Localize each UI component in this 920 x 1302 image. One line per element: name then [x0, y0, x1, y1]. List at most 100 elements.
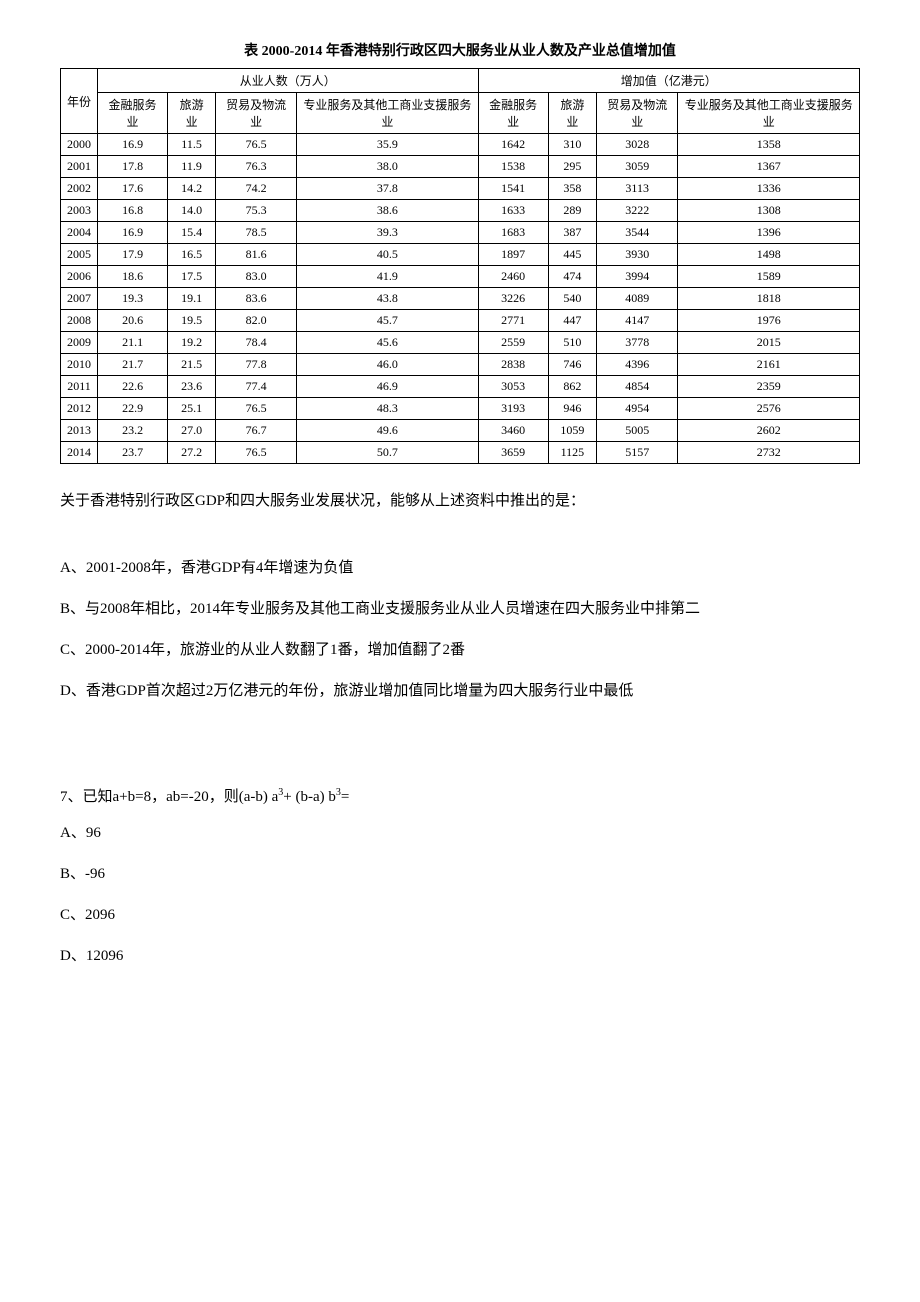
table-cell: 81.6 — [216, 244, 297, 266]
table-cell: 83.6 — [216, 288, 297, 310]
table-cell: 2015 — [678, 332, 860, 354]
table-cell: 23.6 — [168, 376, 216, 398]
table-cell: 2359 — [678, 376, 860, 398]
table-cell: 19.3 — [98, 288, 168, 310]
table-cell: 4089 — [596, 288, 677, 310]
table-cell: 746 — [548, 354, 596, 376]
subcol-0: 金融服务业 — [98, 93, 168, 134]
table-cell: 38.0 — [297, 156, 478, 178]
table-cell: 310 — [548, 134, 596, 156]
table-cell: 23.7 — [98, 442, 168, 464]
q7-plus: + — [283, 789, 291, 805]
table-cell: 38.6 — [297, 200, 478, 222]
table-cell: 3222 — [596, 200, 677, 222]
table-cell: 41.9 — [297, 266, 478, 288]
table-cell: 289 — [548, 200, 596, 222]
q7-eq: = — [341, 789, 349, 805]
table-cell: 3544 — [596, 222, 677, 244]
table-cell: 78.4 — [216, 332, 297, 354]
table-cell: 1336 — [678, 178, 860, 200]
table-cell: 43.8 — [297, 288, 478, 310]
table-cell: 19.1 — [168, 288, 216, 310]
group2-header: 增加值（亿港元） — [478, 69, 860, 93]
subcol-4: 金融服务业 — [478, 93, 548, 134]
subcol-5: 旅游业 — [548, 93, 596, 134]
table-cell: 17.8 — [98, 156, 168, 178]
q7-optA: A、96 — [60, 820, 860, 847]
table-cell: 45.7 — [297, 310, 478, 332]
q7-expr-c: (b-a) — [296, 789, 325, 805]
table-cell: 1818 — [678, 288, 860, 310]
table-cell: 1541 — [478, 178, 548, 200]
table-cell: 74.2 — [216, 178, 297, 200]
table-row: 200618.617.583.041.9246047439941589 — [61, 266, 860, 288]
table-cell: 3028 — [596, 134, 677, 156]
q7-optC: C、2096 — [60, 902, 860, 929]
table-cell: 5005 — [596, 420, 677, 442]
table-cell: 82.0 — [216, 310, 297, 332]
table-cell: 21.1 — [98, 332, 168, 354]
q6-optB: B、与2008年相比，2014年专业服务及其他工商业支援服务业从业人员增速在四大… — [60, 596, 860, 623]
table-cell: 76.5 — [216, 134, 297, 156]
table-row: 201021.721.577.846.0283874643962161 — [61, 354, 860, 376]
table-cell: 76.3 — [216, 156, 297, 178]
table-row: 201423.727.276.550.73659112551572732 — [61, 442, 860, 464]
table-cell: 1683 — [478, 222, 548, 244]
q6-stem: 关于香港特别行政区GDP和四大服务业发展状况，能够从上述资料中推出的是： — [60, 488, 860, 515]
table-cell: 1125 — [548, 442, 596, 464]
table-cell: 3778 — [596, 332, 677, 354]
table-cell: 295 — [548, 156, 596, 178]
table-cell: 2008 — [61, 310, 98, 332]
table-cell: 2005 — [61, 244, 98, 266]
table-cell: 2006 — [61, 266, 98, 288]
subcol-1: 旅游业 — [168, 93, 216, 134]
table-cell: 17.6 — [98, 178, 168, 200]
table-cell: 1897 — [478, 244, 548, 266]
q6-optA: A、2001-2008年，香港GDP有4年增速为负值 — [60, 555, 860, 582]
table-cell: 49.6 — [297, 420, 478, 442]
table-cell: 23.2 — [98, 420, 168, 442]
table-cell: 11.9 — [168, 156, 216, 178]
table-cell: 14.0 — [168, 200, 216, 222]
table-cell: 2460 — [478, 266, 548, 288]
table-row: 200316.814.075.338.6163328932221308 — [61, 200, 860, 222]
table-cell: 2001 — [61, 156, 98, 178]
table-cell: 76.5 — [216, 398, 297, 420]
table-cell: 1396 — [678, 222, 860, 244]
q7-prefix: 7、已知a+b=8，ab=-20，则 — [60, 789, 239, 805]
table-cell: 25.1 — [168, 398, 216, 420]
table-cell: 447 — [548, 310, 596, 332]
table-cell: 2012 — [61, 398, 98, 420]
table-cell: 1642 — [478, 134, 548, 156]
table-cell: 39.3 — [297, 222, 478, 244]
subcol-3: 专业服务及其他工商业支援服务业 — [297, 93, 478, 134]
table-cell: 19.5 — [168, 310, 216, 332]
table-cell: 83.0 — [216, 266, 297, 288]
table-cell: 946 — [548, 398, 596, 420]
q7-stem: 7、已知a+b=8，ab=-20，则(a-b) a3+ (b-a) b3= — [60, 785, 860, 806]
table-cell: 1308 — [678, 200, 860, 222]
table-cell: 2771 — [478, 310, 548, 332]
table-row: 200820.619.582.045.7277144741471976 — [61, 310, 860, 332]
table-cell: 2838 — [478, 354, 548, 376]
table-cell: 862 — [548, 376, 596, 398]
table-cell: 3460 — [478, 420, 548, 442]
table-title: 表 2000-2014 年香港特别行政区四大服务业从业人数及产业总值增加值 — [60, 40, 860, 60]
table-cell: 387 — [548, 222, 596, 244]
table-cell: 1538 — [478, 156, 548, 178]
table-cell: 16.9 — [98, 134, 168, 156]
table-cell: 2003 — [61, 200, 98, 222]
table-cell: 4954 — [596, 398, 677, 420]
table-cell: 510 — [548, 332, 596, 354]
table-cell: 3659 — [478, 442, 548, 464]
table-cell: 3930 — [596, 244, 677, 266]
table-cell: 17.9 — [98, 244, 168, 266]
table-cell: 27.0 — [168, 420, 216, 442]
table-cell: 2000 — [61, 134, 98, 156]
table-cell: 2013 — [61, 420, 98, 442]
table-cell: 16.5 — [168, 244, 216, 266]
table-cell: 18.6 — [98, 266, 168, 288]
table-cell: 1589 — [678, 266, 860, 288]
table-cell: 27.2 — [168, 442, 216, 464]
table-cell: 2559 — [478, 332, 548, 354]
